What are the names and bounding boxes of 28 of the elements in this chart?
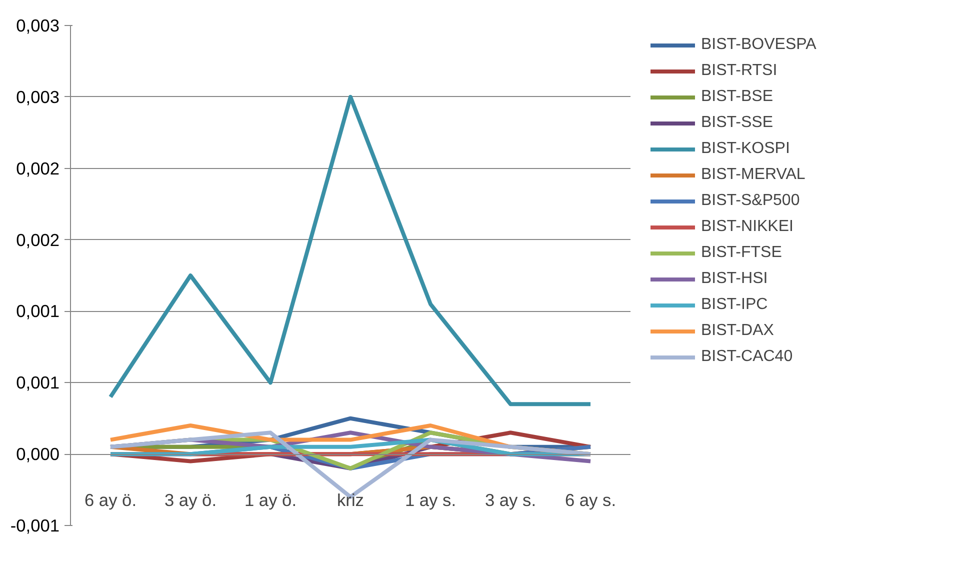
legend-label: BIST-CAC40 [701, 348, 793, 366]
legend-label: BIST-NIKKEI [701, 218, 794, 236]
x-tick-label: kriz [337, 490, 364, 510]
y-tick-label: 0,002 [16, 158, 60, 178]
x-tick-label: 3 ay s. [484, 490, 536, 510]
legend-label: BIST-SSE [701, 114, 774, 132]
legend-label: BIST-HSI [701, 270, 768, 288]
legend-label: BIST-RTSI [701, 62, 778, 80]
x-tick-label: 3 ay ö. [164, 490, 217, 510]
legend-label: BIST-FTSE [701, 244, 782, 262]
x-tick-label: 6 ay s. [564, 490, 616, 510]
y-tick-label: 0,003 [16, 86, 60, 107]
y-tick-label: 0,003 [16, 16, 60, 36]
legend-label: BIST-BSE [701, 88, 774, 106]
legend-label: BIST-KOSPI [701, 140, 790, 158]
y-tick-label: -0,001 [10, 516, 60, 536]
x-tick-label: 1 ay s. [404, 490, 456, 510]
y-tick-label: 0,001 [16, 372, 60, 393]
legend-label: BIST-BOVESPA [701, 36, 816, 54]
y-tick-label: 0,001 [16, 301, 60, 322]
legend-label: BIST-DAX [701, 322, 774, 340]
legend-label: BIST-S&P500 [701, 192, 800, 210]
legend-label: BIST-IPC [701, 296, 768, 314]
x-tick-label: 6 ay ö. [84, 490, 137, 510]
legend-label: BIST-MERVAL [701, 166, 806, 184]
x-tick-label: 1 ay ö. [244, 490, 297, 510]
y-tick-label: 0,002 [16, 230, 60, 250]
y-tick-label: 0,000 [16, 444, 60, 464]
